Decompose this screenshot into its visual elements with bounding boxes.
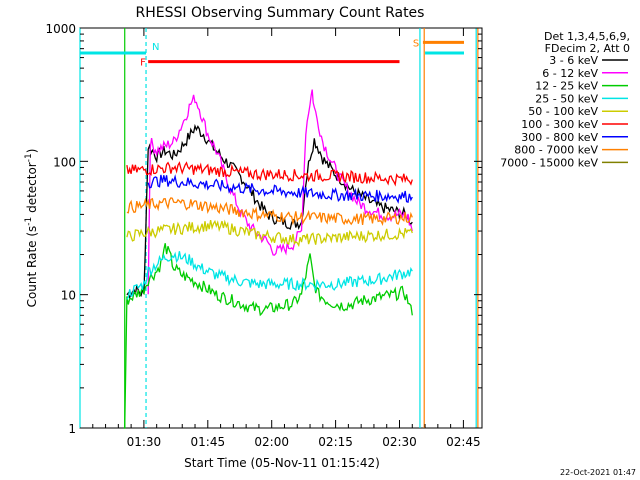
plot-area: NF S 01:30 01:45 02:00 02:15 02:30 02:45 1 10 10… bbox=[45, 22, 483, 449]
legend-label-4: 50 - 100 keV bbox=[528, 105, 598, 118]
x-axis-label: Start Time (05-Nov-11 01:15:42) bbox=[184, 456, 380, 470]
plot-frame bbox=[79, 27, 483, 429]
y-tick-label-3: 1000 bbox=[45, 22, 76, 36]
legend-header-line1: Det 1,3,4,5,6,9, bbox=[544, 30, 630, 43]
flag-bars: NF S bbox=[80, 38, 464, 69]
legend-label-6: 300 - 800 keV bbox=[521, 131, 598, 144]
series-line-6 bbox=[147, 174, 413, 204]
legend-label-1: 6 - 12 keV bbox=[542, 67, 598, 80]
x-tick-label-3: 02:15 bbox=[318, 435, 353, 449]
legend-label-5: 100 - 300 keV bbox=[521, 118, 598, 131]
legend-label-0: 3 - 6 keV bbox=[549, 54, 598, 67]
y-axis-label: Count Rate (s-1 detector-1) bbox=[24, 149, 39, 308]
legend-header-line2: FDecim 2, Att 0 bbox=[545, 42, 630, 55]
y-axis-label-sup1: -1 bbox=[24, 217, 34, 226]
y-axis-label-mid: detector bbox=[25, 162, 39, 217]
y-tick-label-1: 10 bbox=[61, 289, 76, 303]
series-line-3 bbox=[126, 251, 413, 300]
chart-title: RHESSI Observing Summary Count Rates bbox=[136, 5, 425, 21]
flag-label-F: F bbox=[140, 58, 146, 69]
x-tick-label-1: 01:45 bbox=[191, 435, 226, 449]
y-axis-ticks: 1 10 100 1000 bbox=[45, 22, 482, 436]
series-line-5 bbox=[126, 161, 413, 187]
y-axis-label-main: Count Rate (s bbox=[25, 226, 39, 308]
flag-label-N: N bbox=[152, 42, 159, 53]
x-tick-label-0: 01:30 bbox=[127, 435, 162, 449]
y-tick-label-2: 100 bbox=[53, 155, 76, 169]
series-line-2 bbox=[124, 243, 413, 429]
series-line-7 bbox=[126, 197, 413, 227]
series-line-0 bbox=[126, 123, 413, 299]
footer-timestamp: 22-Oct-2021 01:47 bbox=[560, 468, 636, 477]
flag-label-S: S bbox=[413, 38, 419, 49]
x-tick-label-4: 02:30 bbox=[382, 435, 417, 449]
legend-label-8: 7000 - 15000 keV bbox=[500, 156, 598, 169]
legend-label-2: 12 - 25 keV bbox=[535, 80, 598, 93]
y-axis-label-end: ) bbox=[25, 149, 39, 154]
legend-label-7: 800 - 7000 keV bbox=[514, 144, 598, 157]
data-series bbox=[124, 89, 413, 429]
legend-label-3: 25 - 50 keV bbox=[535, 92, 598, 105]
x-tick-label-5: 02:45 bbox=[446, 435, 481, 449]
marker-lines bbox=[79, 28, 479, 428]
y-axis-label-sup2: -1 bbox=[24, 153, 34, 162]
legend: Det 1,3,4,5,6,9, FDecim 2, Att 0 3 - 6 k… bbox=[500, 30, 630, 169]
x-axis-ticks: 01:30 01:45 02:00 02:15 02:30 02:45 bbox=[92, 28, 481, 449]
series-line-4 bbox=[126, 219, 413, 248]
y-tick-label-0: 1 bbox=[68, 422, 76, 436]
x-tick-label-2: 02:00 bbox=[254, 435, 289, 449]
